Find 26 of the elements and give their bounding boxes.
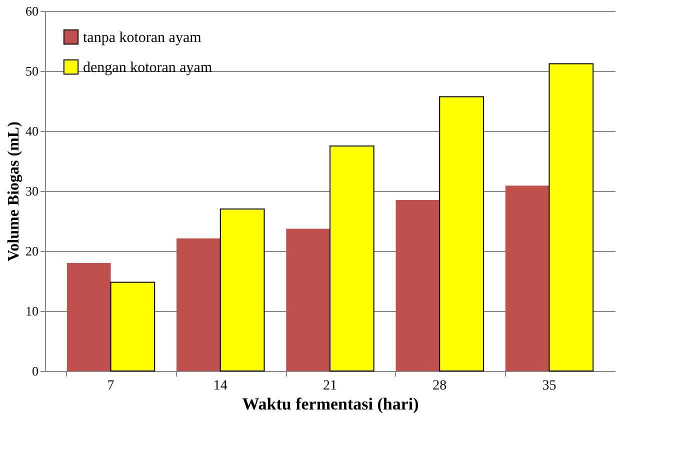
- y-tick-label: 50: [26, 64, 38, 78]
- bar: [66, 263, 111, 371]
- y-tick-label: 0: [32, 364, 38, 378]
- bar: [286, 228, 330, 371]
- y-axis-title: Volume Biogas (mL): [6, 122, 22, 262]
- bar: [505, 186, 550, 371]
- bar: [330, 146, 374, 372]
- legend-label: tanpa kotoran ayam: [83, 30, 202, 46]
- y-tick-label: 30: [26, 184, 38, 198]
- bar: [220, 208, 265, 372]
- bar: [548, 63, 594, 372]
- x-tick-label: 35: [542, 378, 556, 394]
- x-tick-label: 21: [323, 378, 337, 394]
- bar: [439, 96, 484, 372]
- x-tick-label: 14: [213, 378, 228, 394]
- x-tick-label: 28: [432, 378, 447, 394]
- y-tick-label: 60: [26, 4, 38, 18]
- x-tick-label: 7: [107, 378, 114, 394]
- legend-label: dengan kotoran ayam: [83, 60, 212, 76]
- y-tick-label: 20: [26, 244, 38, 258]
- y-tick-label: 10: [26, 304, 38, 318]
- x-axis-title: Waktu fermentasi (hari): [242, 394, 419, 414]
- bar: [110, 282, 156, 372]
- bar: [396, 200, 440, 371]
- bar: [176, 238, 220, 371]
- y-tick-label: 40: [26, 124, 38, 138]
